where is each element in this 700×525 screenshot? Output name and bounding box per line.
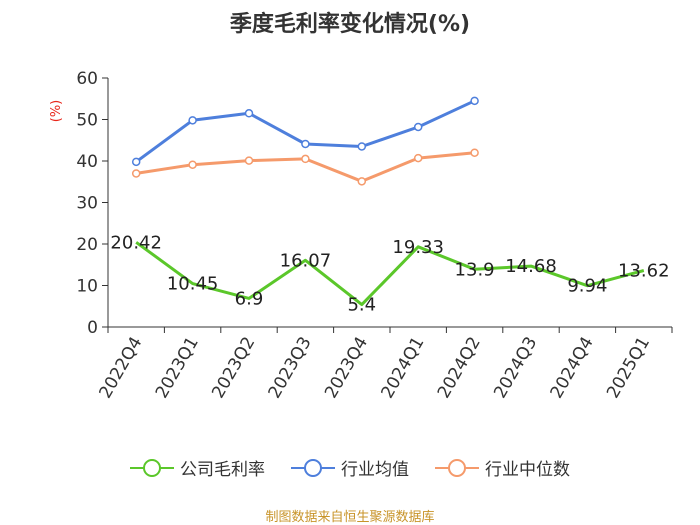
chart-title: 季度毛利率变化情况(%) <box>229 12 471 37</box>
legend-marker <box>130 458 174 477</box>
y-tick-label: 0 <box>87 318 98 338</box>
data-point <box>188 116 197 125</box>
series-line-0 <box>135 241 645 307</box>
x-tick-label: 2024Q1 <box>377 334 428 402</box>
y-tick-label: 10 <box>76 277 98 297</box>
legend-label: 行业中位数 <box>485 460 570 480</box>
legend: 公司毛利率 行业均值 行业中位数 <box>0 455 700 480</box>
y-tick-label: 30 <box>76 194 98 214</box>
x-tick-label: 2024Q2 <box>434 333 485 401</box>
x-tick-label: 2022Q4 <box>95 334 146 402</box>
data-point <box>301 139 310 149</box>
data-point <box>244 156 254 165</box>
x-tick-label: 2023Q3 <box>265 334 316 402</box>
data-point <box>188 160 197 169</box>
data-label: 14.68 <box>505 256 557 277</box>
legend-marker <box>435 458 479 477</box>
data-label: 5.4 <box>347 295 376 316</box>
y-axis-label: (%) <box>49 100 64 123</box>
y-tick-label: 40 <box>76 152 98 172</box>
legend-item-2[interactable]: 行业中位数 <box>435 455 570 480</box>
data-point <box>301 154 310 164</box>
legend-item-1[interactable]: 行业均值 <box>291 455 409 480</box>
x-axis: 2022Q4 2023Q1 2023Q2 2023Q3 2023Q4 2024Q1 2024… <box>95 326 673 402</box>
data-point <box>131 157 141 167</box>
x-tick-label: 2024Q4 <box>547 334 598 402</box>
data-point <box>413 122 423 132</box>
data-label: 20.42 <box>110 232 162 253</box>
data-label: 19.33 <box>392 237 444 258</box>
data-point <box>244 109 254 118</box>
x-tick-label: 2025Q1 <box>603 334 654 402</box>
data-label: 16.07 <box>280 250 332 271</box>
data-point <box>357 177 367 186</box>
legend-item-0[interactable]: 公司毛利率 <box>130 455 265 480</box>
data-point <box>413 153 423 163</box>
legend-marker <box>291 458 335 477</box>
source-note: 制图数据来自恒生聚源数据库 <box>265 510 435 525</box>
legend-label: 行业均值 <box>341 460 409 480</box>
data-label: 13.62 <box>618 260 670 281</box>
x-tick-label: 2023Q1 <box>152 334 203 402</box>
data-label: 10.45 <box>167 274 219 295</box>
data-point <box>470 96 479 106</box>
y-axis: 0 10 20 30 40 50 60 <box>76 69 109 338</box>
y-tick-label: 50 <box>76 111 98 131</box>
data-label: 6.9 <box>235 288 264 309</box>
data-label: 13.9 <box>455 259 495 280</box>
data-point <box>470 148 479 157</box>
y-tick-label: 20 <box>76 235 98 255</box>
data-point <box>131 169 141 178</box>
data-point <box>357 142 367 151</box>
x-tick-label: 2024Q3 <box>490 334 541 402</box>
x-tick-label: 2023Q4 <box>321 334 372 402</box>
y-tick-label: 60 <box>76 69 98 89</box>
x-tick-label: 2023Q2 <box>208 334 259 402</box>
data-label: 9.94 <box>567 276 607 297</box>
series-line-1 <box>135 99 476 164</box>
legend-label: 公司毛利率 <box>180 460 265 480</box>
